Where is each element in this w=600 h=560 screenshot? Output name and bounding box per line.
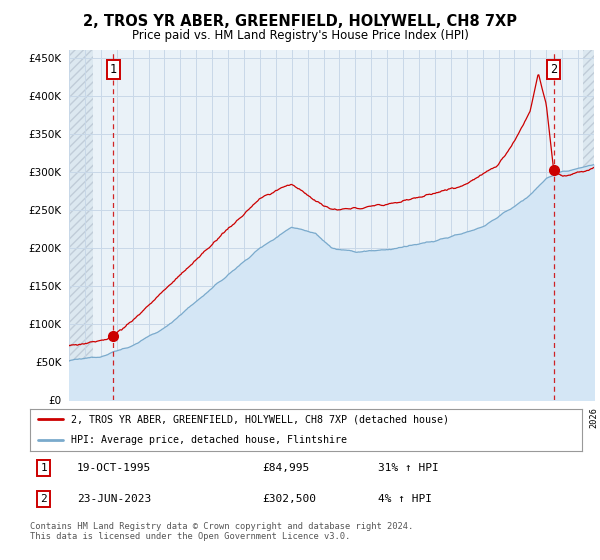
Text: Price paid vs. HM Land Registry's House Price Index (HPI): Price paid vs. HM Land Registry's House …	[131, 29, 469, 42]
Text: 2, TROS YR ABER, GREENFIELD, HOLYWELL, CH8 7XP (detached house): 2, TROS YR ABER, GREENFIELD, HOLYWELL, C…	[71, 414, 449, 424]
Bar	[69, 50, 93, 400]
Text: HPI: Average price, detached house, Flintshire: HPI: Average price, detached house, Flin…	[71, 435, 347, 445]
Text: £302,500: £302,500	[262, 494, 316, 503]
Text: 1: 1	[110, 63, 117, 76]
Text: 23-JUN-2023: 23-JUN-2023	[77, 494, 151, 503]
Text: 2: 2	[550, 63, 557, 76]
Text: Contains HM Land Registry data © Crown copyright and database right 2024.
This d: Contains HM Land Registry data © Crown c…	[30, 522, 413, 542]
Text: 4% ↑ HPI: 4% ↑ HPI	[378, 494, 432, 503]
Text: 31% ↑ HPI: 31% ↑ HPI	[378, 463, 439, 473]
Text: 19-OCT-1995: 19-OCT-1995	[77, 463, 151, 473]
Text: 1: 1	[40, 463, 47, 473]
Bar	[583, 50, 594, 400]
Text: 2: 2	[40, 494, 47, 503]
Text: £84,995: £84,995	[262, 463, 309, 473]
Text: 2, TROS YR ABER, GREENFIELD, HOLYWELL, CH8 7XP: 2, TROS YR ABER, GREENFIELD, HOLYWELL, C…	[83, 14, 517, 29]
